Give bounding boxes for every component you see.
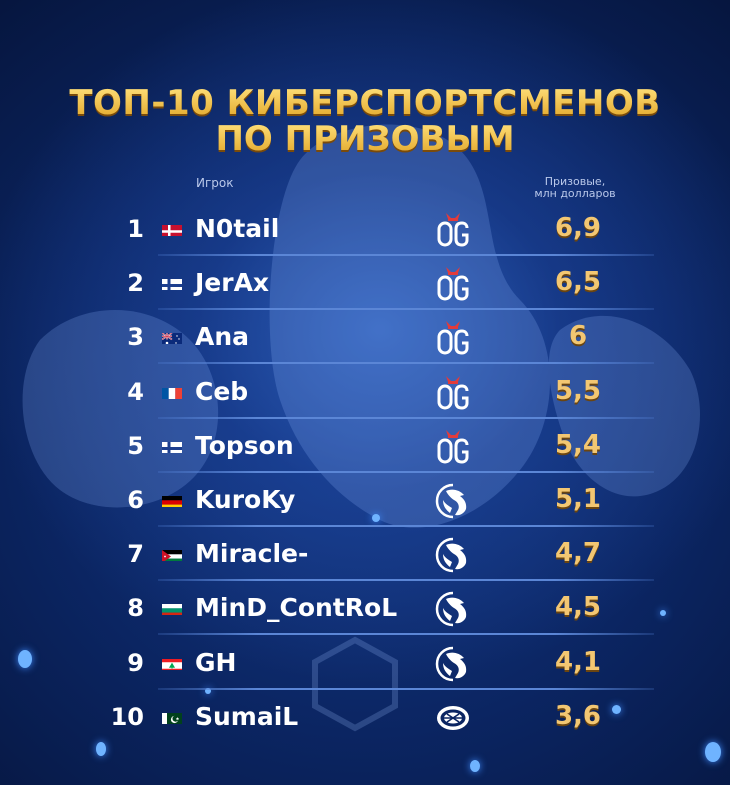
glow-particle — [660, 610, 666, 616]
og-logo-icon — [434, 428, 472, 466]
pakistan-flag-icon — [162, 711, 182, 724]
prize-value: 6,5 — [554, 267, 602, 297]
player-name: KuroKy — [195, 485, 296, 514]
table-row: 7 Miracle- 4,7 — [0, 528, 730, 582]
bulgaria-flag-icon — [162, 602, 182, 615]
player-name: JerAx — [195, 268, 270, 297]
player-name: Miracle- — [195, 539, 309, 568]
glow-particle — [705, 742, 721, 762]
table-row: 2 JerAx 6,5 — [0, 257, 730, 311]
france-flag-icon — [162, 386, 182, 399]
table-row: 10 SumaiL 3,6 — [0, 691, 730, 745]
row-separator — [158, 471, 654, 473]
prize-value: 3,6 — [554, 701, 602, 731]
eg-logo-icon — [434, 699, 472, 737]
glow-particle — [205, 688, 211, 694]
rank-number: 9 — [127, 649, 144, 677]
row-separator — [158, 688, 654, 690]
liquid-logo-icon — [434, 536, 472, 574]
australia-flag-icon — [162, 331, 182, 344]
finland-flag-icon — [162, 277, 182, 290]
row-separator — [158, 362, 654, 364]
player-name: MinD_ContRoL — [195, 593, 398, 622]
og-logo-icon — [434, 319, 472, 357]
player-name: Ana — [195, 322, 250, 351]
table-row: 3 Ana 6 — [0, 311, 730, 365]
germany-flag-icon — [162, 494, 182, 507]
player-name: N0tail — [195, 214, 280, 243]
rank-number: 6 — [127, 486, 144, 514]
og-logo-icon — [434, 265, 472, 303]
finland-flag-icon — [162, 440, 182, 453]
og-logo-icon — [434, 374, 472, 412]
prize-value: 5,1 — [554, 484, 602, 514]
column-header-prize-line1: Призовые, — [544, 175, 606, 188]
rank-number: 5 — [127, 432, 144, 460]
glow-particle — [612, 705, 621, 714]
lebanon-flag-icon — [162, 657, 182, 670]
page-title: ТОП-10 КИБЕРСПОРТСМЕНОВ ПО ПРИЗОВЫМ — [0, 86, 730, 156]
title-line-1: ТОП-10 КИБЕРСПОРТСМЕНОВ — [0, 86, 730, 120]
table-row: 5 Topson 5,4 — [0, 420, 730, 474]
prize-value: 6 — [568, 321, 588, 351]
rank-number: 2 — [127, 269, 144, 297]
glow-particle — [96, 742, 106, 756]
prize-value: 6,9 — [554, 213, 602, 243]
liquid-logo-icon — [434, 645, 472, 683]
row-separator — [158, 308, 654, 310]
prize-value: 4,5 — [554, 592, 602, 622]
row-separator — [158, 633, 654, 635]
rank-number: 7 — [127, 540, 144, 568]
column-header-prize-line2: млн долларов — [534, 187, 616, 200]
table-row: 6 KuroKy 5,1 — [0, 474, 730, 528]
rank-number: 8 — [127, 594, 144, 622]
player-name: Topson — [195, 431, 294, 460]
prize-value: 4,1 — [554, 647, 602, 677]
jordan-flag-icon — [162, 548, 182, 561]
rank-number: 4 — [127, 378, 144, 406]
liquid-logo-icon — [434, 590, 472, 628]
column-header-player: Игрок — [196, 176, 234, 190]
denmark-flag-icon — [162, 223, 182, 236]
player-name: GH — [195, 648, 237, 677]
table-row: 1 N0tail 6,9 — [0, 203, 730, 257]
prize-value: 4,7 — [554, 538, 602, 568]
rank-number: 10 — [110, 703, 144, 731]
prize-value: 5,4 — [554, 430, 602, 460]
glow-particle — [470, 760, 480, 772]
rank-number: 3 — [127, 323, 144, 351]
table-row: 8 MinD_ContRoL 4,5 — [0, 582, 730, 636]
column-header-prize: Призовые, млн долларов — [520, 176, 630, 200]
row-separator — [158, 254, 654, 256]
rank-number: 1 — [127, 215, 144, 243]
glow-particle — [18, 650, 32, 668]
table-row: 4 Ceb 5,5 — [0, 366, 730, 420]
row-separator — [158, 579, 654, 581]
row-separator — [158, 525, 654, 527]
player-name: Ceb — [195, 377, 249, 406]
liquid-logo-icon — [434, 482, 472, 520]
row-separator — [158, 417, 654, 419]
prize-value: 5,5 — [554, 376, 602, 406]
title-line-2: ПО ПРИЗОВЫМ — [0, 122, 730, 156]
table-row: 9 GH 4,1 — [0, 637, 730, 691]
glow-particle — [372, 514, 380, 522]
og-logo-icon — [434, 211, 472, 249]
player-name: SumaiL — [195, 702, 299, 731]
